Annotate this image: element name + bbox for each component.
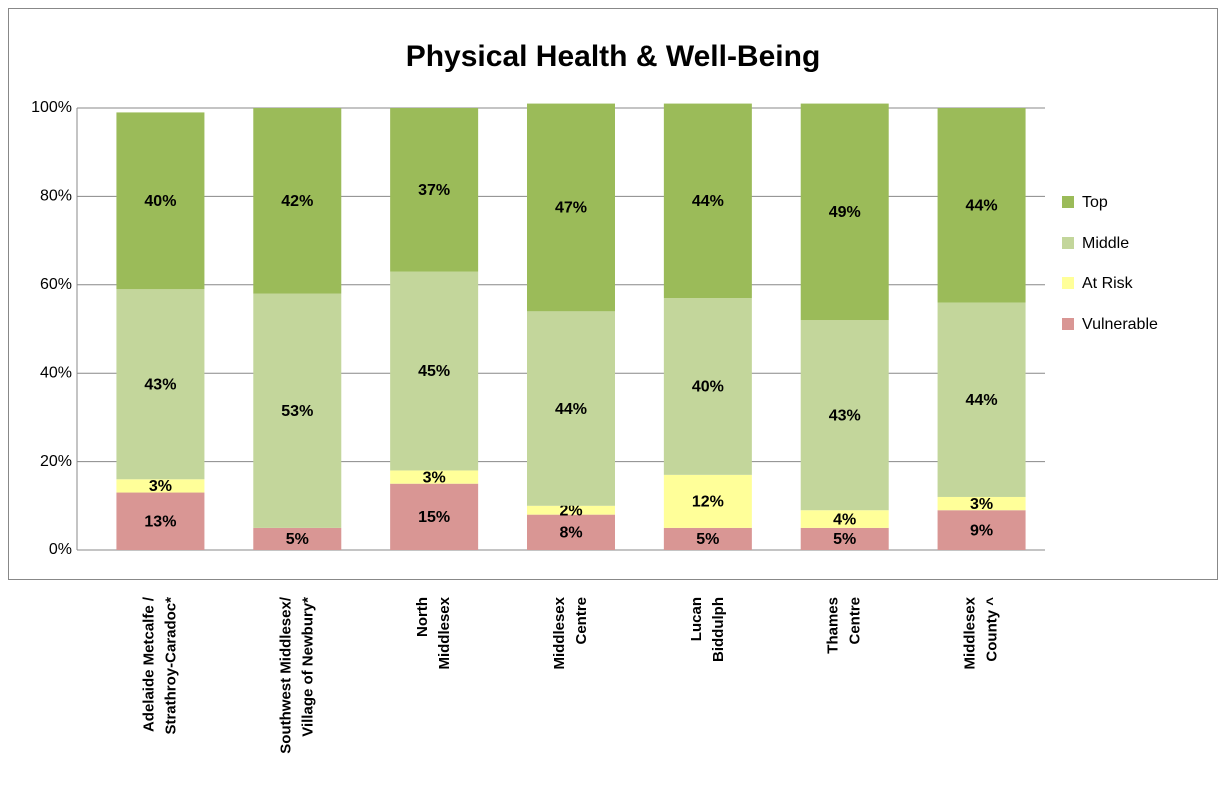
data-label: 49% — [829, 204, 861, 221]
x-tick-label: Middlesex Centre — [551, 596, 590, 669]
x-tick-label-line: Lucan — [688, 597, 705, 641]
y-tick-label: 100% — [31, 99, 72, 116]
data-label: 40% — [692, 379, 724, 396]
data-label: 37% — [418, 182, 450, 199]
bar-segment — [253, 293, 342, 528]
x-tick-label-line: Middlesex — [962, 596, 979, 669]
y-tick-label: 60% — [40, 276, 72, 293]
bar-segment — [663, 527, 752, 550]
data-label: 2% — [559, 502, 582, 519]
data-label: 12% — [692, 494, 724, 511]
data-label: 3% — [149, 478, 172, 495]
y-tick-label: 20% — [40, 453, 72, 470]
legend-swatch — [1062, 237, 1074, 249]
bar-segment — [527, 311, 615, 506]
y-tick-label: 80% — [40, 188, 72, 205]
bar-segment — [800, 527, 889, 550]
x-tick-label: North Middlesex — [414, 596, 453, 669]
x-tick-label-line: Adelaide Metcalfe / — [140, 596, 157, 732]
bar-segment — [253, 108, 342, 294]
bar-segment — [663, 474, 752, 528]
data-label: 44% — [966, 197, 998, 214]
bar-segment — [253, 527, 342, 550]
data-label: 43% — [829, 407, 861, 424]
bar-segment — [527, 514, 615, 550]
bar-segment — [800, 103, 889, 321]
chart-title: Physical Health & Well-Being — [406, 40, 821, 73]
bar-segment — [116, 479, 205, 493]
data-label: 9% — [970, 522, 993, 539]
data-label: 53% — [281, 403, 313, 420]
x-tick-label-line: Middlesex — [551, 596, 568, 669]
data-label: 43% — [144, 376, 176, 393]
data-label: 3% — [423, 469, 446, 486]
x-tick-label-line: Centre — [847, 597, 864, 645]
data-label: 44% — [555, 401, 587, 418]
bar-segment — [663, 298, 752, 475]
bar-segment — [390, 470, 479, 484]
legend-label: Top — [1082, 194, 1108, 211]
x-tick-label-line: Village of Newbury* — [299, 597, 316, 737]
legend-swatch — [1062, 318, 1074, 330]
data-label: 45% — [418, 363, 450, 380]
bar-segment — [116, 492, 205, 550]
x-tick-label-line: North — [414, 597, 431, 637]
x-tick-label-line: Middlesex — [436, 596, 453, 669]
x-tick-label-line: Strathroy-Caradoc* — [162, 597, 179, 735]
y-tick-label: 0% — [49, 541, 72, 558]
data-label: 15% — [418, 509, 450, 526]
x-tick-label: Lucan Biddulph — [688, 597, 727, 662]
data-label: 4% — [833, 511, 856, 528]
x-tick-label: Southwest Middlesex/Village of Newbury* — [277, 596, 316, 754]
x-tick-label-line: County ^ — [984, 597, 1001, 662]
bar-segment — [390, 108, 479, 272]
bar-segment — [800, 320, 889, 511]
bar-segment — [937, 108, 1026, 303]
data-label: 40% — [144, 193, 176, 210]
legend-swatch — [1062, 196, 1074, 208]
data-label: 44% — [692, 193, 724, 210]
x-tick-label-line: Thames — [825, 597, 842, 654]
x-tick-label-line: Biddulph — [710, 597, 727, 662]
x-tick-label-line: Centre — [573, 597, 590, 645]
data-label: 3% — [970, 496, 993, 513]
bar-segment — [937, 496, 1026, 511]
data-label: 44% — [966, 392, 998, 409]
bar-segment — [663, 103, 752, 299]
y-tick-label: 40% — [40, 364, 72, 381]
legend-swatch — [1062, 277, 1074, 289]
bar-segment — [527, 505, 615, 515]
x-tick-label: Adelaide Metcalfe / Strathroy-Caradoc* — [140, 596, 179, 734]
data-label: 42% — [281, 193, 313, 210]
data-label: 5% — [696, 531, 719, 548]
x-tick-label-line: Southwest Middlesex/ — [277, 596, 294, 754]
bar-segment — [390, 271, 479, 471]
bar-segment — [937, 510, 1026, 550]
data-label: 47% — [555, 200, 587, 217]
data-label: 8% — [559, 525, 582, 542]
data-label: 5% — [286, 531, 309, 548]
legend-label: At Risk — [1082, 275, 1134, 292]
bar-segment — [527, 103, 615, 312]
data-label: 13% — [144, 513, 176, 530]
bar-segment — [800, 510, 889, 528]
x-tick-label: Thames Centre — [825, 597, 864, 654]
bar-segment — [937, 302, 1026, 497]
legend-label: Middle — [1082, 235, 1129, 252]
bar-segment — [390, 483, 479, 550]
data-label: 5% — [833, 531, 856, 548]
bar-segment — [116, 289, 205, 480]
bar-segment — [116, 112, 205, 290]
legend-label: Vulnerable — [1082, 316, 1158, 333]
x-tick-label: Middlesex County ^ — [962, 596, 1001, 669]
